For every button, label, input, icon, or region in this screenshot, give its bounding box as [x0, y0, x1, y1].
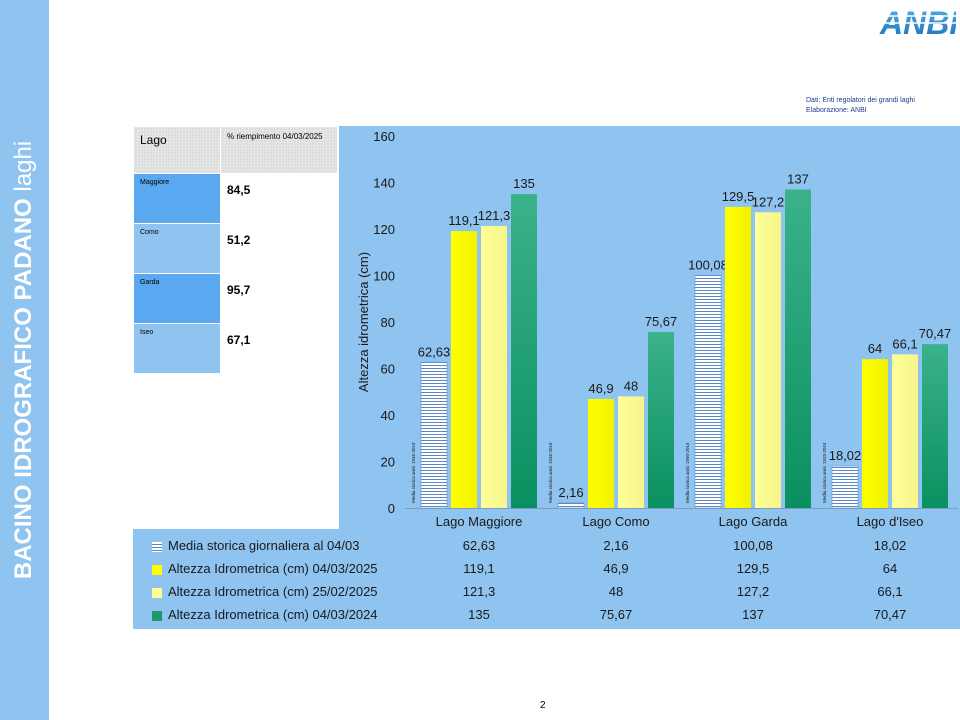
bar-3: [755, 212, 781, 508]
bar-4: [648, 332, 674, 508]
fill-table-lake: Garda: [133, 273, 221, 324]
legend-swatch: [152, 542, 162, 552]
data-label: 121,3: [478, 208, 511, 223]
logo-text: ANBI: [879, 5, 956, 38]
bar-3: [892, 354, 918, 508]
data-table-cell: 135: [468, 607, 490, 622]
fill-table-lake: Como: [133, 223, 221, 274]
data-table-cell: 48: [608, 584, 624, 599]
bar-note: Media storica anni: 1933-2018: [822, 442, 827, 503]
legend-label: Altezza Idrometrica (cm) 25/02/2025: [168, 584, 378, 599]
fill-table-value: 95,7: [220, 273, 338, 324]
bar-1: [557, 502, 585, 509]
source-line-1: Dati: Enti regolatori dei grandi laghi: [806, 97, 915, 104]
bar-note: Media storica anni: 1946-2018: [548, 442, 553, 503]
data-label: 18,02: [829, 448, 862, 463]
data-label: 137: [787, 171, 809, 186]
data-table-cell: 121,3: [462, 584, 496, 599]
data-table-cell: 127,2: [736, 584, 770, 599]
data-table-cell: 62,63: [462, 538, 496, 553]
data-label: 127,2: [752, 194, 785, 209]
sidebar: BACINO IDROGRAFICO PADANO laghi: [0, 0, 49, 720]
data-label: 66,1: [892, 336, 917, 351]
data-label: 64: [868, 341, 882, 356]
bar-2: [725, 206, 751, 508]
bar-3: [618, 396, 644, 508]
fill-table-row: Como 51,2: [133, 223, 338, 274]
fill-table-value: 84,5: [220, 173, 338, 224]
data-table-cell: 119,1: [463, 561, 495, 576]
y-tick-label: 20: [381, 455, 395, 470]
bar-1: [420, 362, 448, 509]
data-label: 62,63: [418, 344, 451, 359]
y-tick-label: 80: [381, 315, 395, 330]
bar-2: [451, 231, 477, 508]
legend-label: Altezza Idrometrica (cm) 04/03/2024: [168, 607, 378, 622]
data-table-cell: 70,47: [873, 607, 907, 622]
y-tick-label: 100: [373, 269, 395, 284]
fill-table-value: 51,2: [220, 223, 338, 274]
category-label: Lago d'Iseo: [857, 514, 924, 529]
bar-3: [481, 225, 507, 509]
legend-label: Altezza Idrometrica (cm) 04/03/2025: [168, 561, 378, 576]
bar-1: [694, 275, 722, 509]
category-label: Lago Maggiore: [436, 514, 523, 529]
data-label: 70,47: [919, 326, 952, 341]
data-table-cell: 46,9: [603, 561, 629, 576]
page-number: 2: [540, 700, 546, 711]
y-tick-label: 40: [381, 408, 395, 423]
y-tick-label: 120: [373, 222, 395, 237]
fill-table-row: Iseo 67,1: [133, 323, 338, 374]
data-table-cell: 100,08: [733, 538, 773, 553]
bar-4: [922, 344, 948, 508]
fill-table-value: 67,1: [220, 323, 338, 374]
data-table-cell: 129,5: [736, 561, 770, 576]
y-tick-label: 60: [381, 362, 395, 377]
data-table-cell: 66,1: [877, 584, 903, 599]
fill-table-row: Maggiore 84,5: [133, 173, 338, 224]
category-label: Lago Garda: [719, 514, 788, 529]
fill-table-header: Lago % riempimento 04/03/2025: [133, 126, 338, 174]
data-label: 48: [624, 378, 638, 393]
bar-2: [588, 398, 614, 508]
bar-2: [862, 359, 888, 508]
data-table-panel: [133, 529, 960, 629]
fill-table-header-fill: % riempimento 04/03/2025: [220, 126, 338, 174]
data-label: 135: [513, 176, 535, 191]
source-line-2: Elaborazione: ANBI: [806, 107, 867, 114]
data-label: 100,08: [688, 257, 728, 272]
fill-table: Lago % riempimento 04/03/2025 Maggiore 8…: [133, 126, 338, 374]
fill-table-lake: Maggiore: [133, 173, 221, 224]
legend-swatch: [152, 565, 162, 575]
data-label: 129,5: [722, 189, 755, 204]
data-table-cell: 2,16: [603, 538, 629, 553]
bar-4: [511, 194, 537, 508]
data-label: 2,16: [558, 485, 583, 500]
data-table-cell: 64: [882, 561, 898, 576]
source-note: Dati: Enti regolatori dei grandi laghi E…: [806, 96, 915, 116]
data-table-cell: 18,02: [873, 538, 907, 553]
fill-table-row: Garda 95,7: [133, 273, 338, 324]
fill-table-header-lake: Lago: [133, 126, 221, 174]
data-label: 46,9: [588, 381, 613, 396]
legend-label: Media storica giornaliera al 04/03: [168, 538, 360, 553]
data-label: 75,67: [645, 314, 678, 329]
legend-swatch: [152, 588, 162, 598]
data-table-cell: 137: [742, 607, 764, 622]
legend-swatch: [152, 611, 162, 621]
fill-table-lake: Iseo: [133, 323, 221, 374]
bar-1: [831, 465, 859, 509]
y-tick-label: 160: [373, 129, 395, 144]
y-tick-label: 0: [388, 501, 395, 516]
bar-4: [785, 189, 811, 508]
data-label: 119,1: [448, 213, 480, 228]
bar-note: Media storica anni: 1946-2018: [411, 442, 416, 503]
y-tick-label: 140: [373, 176, 395, 191]
y-axis-label: Altezza idrometrica (cm): [356, 252, 371, 392]
category-label: Lago Como: [582, 514, 649, 529]
data-table-cell: 75,67: [599, 607, 633, 622]
anbi-logo: ANBI: [878, 5, 956, 38]
bar-note: Media storica anni: 1950-2015: [685, 442, 690, 503]
